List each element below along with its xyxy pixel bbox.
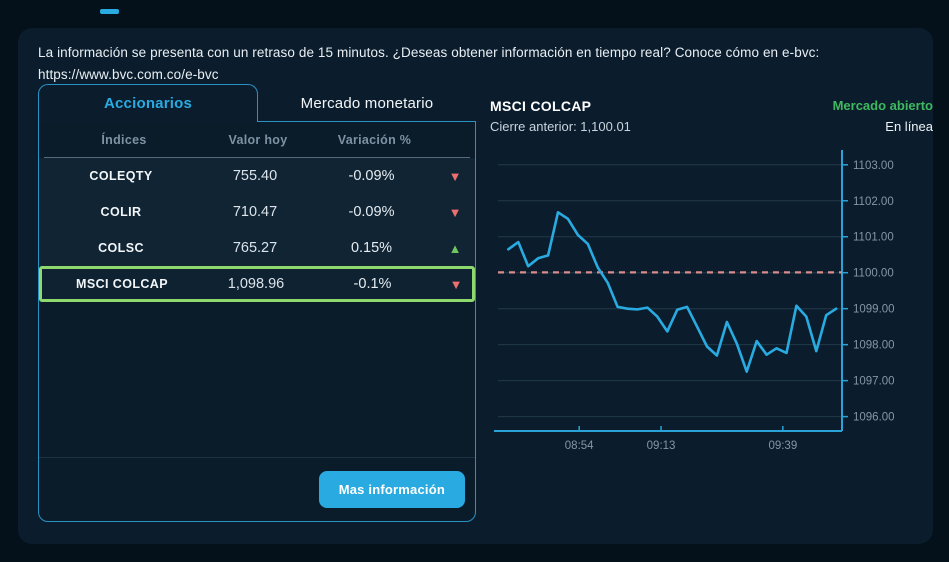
chart-area: 1103.00 1102.00 1101.00 1100.00 1099.00 1098.… xyxy=(490,146,933,463)
svg-text:1096.00: 1096.00 xyxy=(853,412,895,424)
price-chart: 1103.00 1102.00 1101.00 1100.00 1099.00 1098.… xyxy=(494,150,895,452)
svg-text:1099.00: 1099.00 xyxy=(853,304,895,316)
market-open-badge: Mercado abierto xyxy=(832,98,933,113)
table-row[interactable]: COLEQTY 755.40 -0.09% ▼ xyxy=(39,158,475,194)
triangle-down-icon: ▼ xyxy=(448,168,462,184)
delay-notice: La información se presenta con un retras… xyxy=(38,42,918,87)
chart-title: MSCI COLCAP xyxy=(490,98,592,114)
tab-accionarios[interactable]: Accionarios xyxy=(38,84,258,122)
online-status: En línea xyxy=(885,119,933,134)
svg-text:1102.00: 1102.00 xyxy=(853,196,894,208)
svg-text:1100.00: 1100.00 xyxy=(853,268,894,280)
table-row[interactable]: COLIR 710.47 -0.09% ▼ xyxy=(39,194,475,230)
delay-notice-text: La información se presenta con un retras… xyxy=(38,45,820,60)
chart-panel: MSCI COLCAP Cierre anterior: 1,100.01 Me… xyxy=(490,98,933,463)
triangle-down-icon: ▼ xyxy=(448,204,462,220)
market-widget-card: La información se presenta con un retras… xyxy=(18,28,933,544)
triangle-up-icon: ▲ xyxy=(448,240,462,256)
svg-text:1098.00: 1098.00 xyxy=(853,340,895,352)
svg-text:09:39: 09:39 xyxy=(768,440,797,452)
value-cell: 765.27 xyxy=(232,240,278,256)
tab-mercado-monetario[interactable]: Mercado monetario xyxy=(300,94,434,112)
svg-text:09:13: 09:13 xyxy=(647,440,676,452)
panel-footer: Mas información xyxy=(39,457,475,521)
panel-empty-space xyxy=(39,302,475,457)
svg-text:1101.00: 1101.00 xyxy=(853,232,894,244)
svg-text:1103.00: 1103.00 xyxy=(853,160,894,172)
top-dash-decoration xyxy=(100,9,119,14)
svg-text:08:54: 08:54 xyxy=(565,440,594,452)
value-cell: 1,098.96 xyxy=(227,276,285,292)
variation-cell: 0.15% xyxy=(350,240,393,256)
svg-text:1097.00: 1097.00 xyxy=(853,376,895,388)
value-cell: 755.40 xyxy=(232,168,278,184)
triangle-down-icon: ▼ xyxy=(449,276,463,292)
table-row[interactable]: COLSC 765.27 0.15% ▲ xyxy=(39,230,475,266)
variation-cell: -0.09% xyxy=(348,204,395,220)
previous-close-label: Cierre anterior: 1,100.01 xyxy=(490,119,631,134)
ebvc-url-text: https://www.bvc.com.co/e-bvc xyxy=(38,67,219,83)
table-header-row: Índices Valor hoy Variación % xyxy=(44,122,470,158)
indices-panel: Accionarios Mercado monetario Índices Va… xyxy=(38,84,476,522)
tab-bar: Accionarios Mercado monetario xyxy=(38,84,476,122)
index-name-cell: COLEQTY xyxy=(89,169,153,183)
header-variacion: Variación % xyxy=(337,132,412,147)
header-valor-hoy: Valor hoy xyxy=(228,132,288,147)
index-name-cell: COLSC xyxy=(98,241,144,255)
index-name-cell: MSCI COLCAP xyxy=(76,277,168,291)
header-indices: Índices xyxy=(101,132,147,147)
chart-header: MSCI COLCAP Cierre anterior: 1,100.01 Me… xyxy=(490,98,933,134)
more-info-button[interactable]: Mas información xyxy=(318,471,465,508)
variation-cell: -0.1% xyxy=(353,276,392,292)
table-row[interactable]: MSCI COLCAP 1,098.96 -0.1% ▼ xyxy=(39,266,475,302)
variation-cell: -0.09% xyxy=(348,168,395,184)
index-name-cell: COLIR xyxy=(100,205,142,219)
value-cell: 710.47 xyxy=(232,204,278,220)
indices-table: Índices Valor hoy Variación % COLEQTY 755… xyxy=(38,121,476,522)
table-rows: COLEQTY 755.40 -0.09% ▼ COLIR 710.47 -0.09% ▼ CO… xyxy=(39,158,475,302)
